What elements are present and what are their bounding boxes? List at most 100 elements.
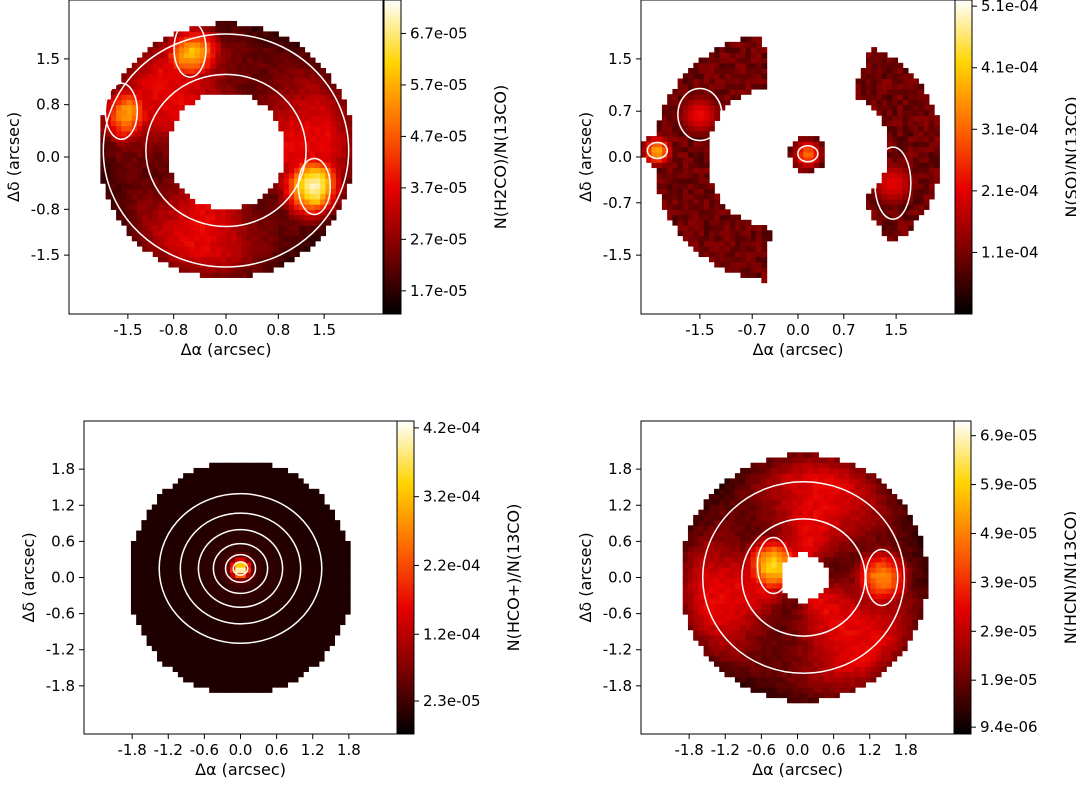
heatmap-cell	[126, 78, 133, 85]
heatmap-cell	[667, 125, 673, 132]
heatmap-cell	[193, 546, 200, 553]
heatmap-cell	[287, 561, 294, 568]
heatmap-cell	[346, 115, 353, 121]
heatmap-cell	[750, 530, 757, 537]
heatmap-cell	[184, 57, 190, 64]
heatmap-cell	[236, 240, 243, 247]
heatmap-cell	[729, 235, 736, 242]
heatmap-cell	[766, 504, 773, 511]
heatmap-cell	[714, 614, 720, 620]
heatmap-cell	[735, 57, 742, 64]
heatmap-cell	[241, 47, 248, 53]
heatmap-cell	[137, 162, 143, 169]
heatmap-cell	[792, 525, 799, 532]
heatmap-cell	[193, 561, 200, 568]
heatmap-cell	[250, 624, 257, 631]
heatmap-cell	[688, 130, 694, 137]
heatmap-cell	[803, 157, 810, 163]
heatmap-cell	[121, 204, 128, 210]
heatmap-cell	[745, 535, 752, 542]
heatmap-cell	[892, 219, 899, 226]
heatmap-cell	[907, 204, 914, 210]
heatmap-cell	[292, 603, 299, 610]
heatmap-cell	[173, 209, 180, 216]
heatmap-cell	[246, 245, 253, 252]
heatmap-cell	[230, 687, 236, 693]
heatmap-cell	[215, 36, 222, 43]
heatmap-cell	[240, 608, 247, 615]
heatmap-cell	[750, 462, 757, 469]
heatmap-cell	[294, 109, 300, 116]
heatmap-cell	[177, 499, 184, 506]
heatmap-cell	[198, 540, 205, 547]
heatmap-cell	[172, 556, 179, 563]
heatmap-cell	[209, 603, 216, 610]
heatmap-cell	[219, 598, 226, 605]
heatmap-cell	[162, 530, 169, 537]
heatmap-cell	[168, 172, 175, 179]
heatmap-cell	[203, 598, 210, 605]
heatmap-cell	[287, 577, 294, 584]
heatmap-cell	[241, 235, 248, 242]
heatmap-cell	[299, 245, 306, 252]
heatmap-cell	[271, 582, 278, 589]
heatmap-cell	[771, 614, 778, 620]
heatmap-cell	[283, 36, 290, 43]
heatmap-cell	[329, 572, 335, 579]
heatmap-cell	[709, 219, 715, 226]
heatmap-cell	[245, 655, 252, 662]
heatmap-cell	[881, 219, 888, 226]
heatmap-cell	[318, 551, 325, 558]
heatmap-cell	[755, 462, 762, 469]
heatmap-cell	[693, 219, 700, 226]
heatmap-cell	[257, 36, 264, 43]
heatmap-cell	[231, 26, 238, 32]
heatmap-cell	[781, 556, 788, 563]
heatmap-cell	[261, 614, 268, 620]
heatmap-cell	[934, 151, 940, 158]
heatmap-cell	[224, 561, 231, 568]
heatmap-cell	[240, 530, 247, 537]
heatmap-cell	[214, 619, 221, 626]
heatmap-cell	[304, 230, 311, 237]
heatmap-cell	[193, 634, 200, 641]
heatmap-cell	[303, 556, 309, 563]
heatmap-cell	[703, 640, 710, 646]
heatmap-cell	[750, 587, 757, 594]
heatmap-cell	[303, 624, 309, 631]
heatmap-cell	[162, 608, 169, 615]
heatmap-cell	[745, 650, 752, 657]
heatmap-cell	[776, 593, 783, 599]
heatmap-cell	[871, 99, 878, 106]
heatmap-cell	[246, 214, 253, 221]
heatmap-cell	[224, 598, 231, 605]
heatmap-cell	[203, 556, 210, 563]
heatmap-cell	[256, 462, 262, 469]
heatmap-cell	[146, 546, 153, 553]
heatmap-cell	[167, 546, 174, 553]
heatmap-cell	[661, 125, 668, 132]
heatmap-cell	[682, 235, 689, 242]
heatmap-cell	[708, 525, 715, 532]
heatmap-cell	[314, 88, 321, 95]
heatmap-cell	[703, 540, 710, 547]
heatmap-cell	[787, 551, 793, 558]
heatmap-cell	[344, 593, 351, 599]
heatmap-cell	[792, 499, 799, 506]
heatmap-cell	[294, 136, 300, 142]
heatmap-cell	[277, 546, 283, 553]
heatmap-cell	[210, 214, 217, 221]
heatmap-cell	[168, 109, 175, 116]
heatmap-cell	[235, 598, 242, 605]
heatmap-cell	[278, 47, 285, 53]
heatmap-cell	[151, 624, 158, 631]
heatmap-cell	[729, 78, 736, 85]
heatmap-cell	[199, 219, 206, 226]
heatmap-cell	[693, 104, 700, 111]
heatmap-cell	[776, 546, 783, 553]
heatmap-cell	[303, 567, 309, 573]
heatmap-cell	[708, 572, 715, 579]
heatmap-cell	[703, 198, 710, 205]
heatmap-cell	[210, 225, 217, 231]
